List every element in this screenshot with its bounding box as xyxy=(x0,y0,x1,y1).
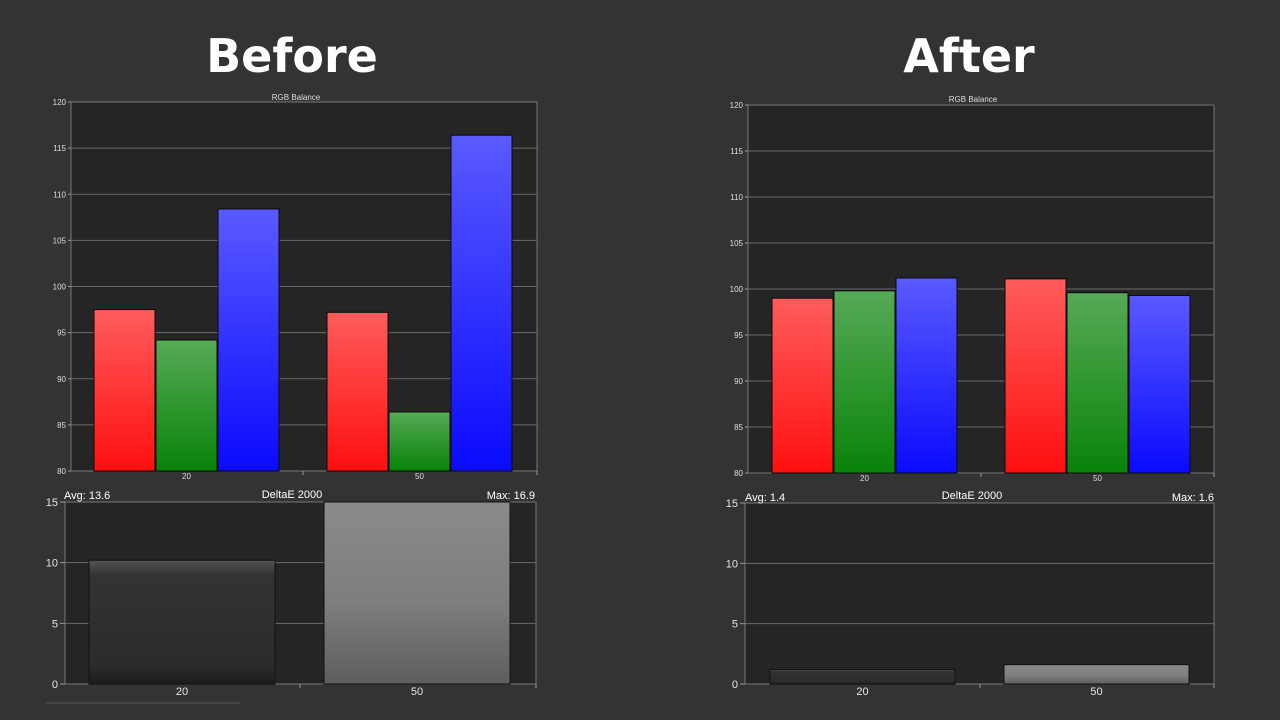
y-tick-label: 15 xyxy=(726,498,738,510)
x-tick-label: 20 xyxy=(176,686,188,698)
y-tick-label: 5 xyxy=(732,619,738,631)
y-tick-label: 115 xyxy=(730,147,743,156)
y-tick-label: 115 xyxy=(53,144,66,153)
y-tick-label: 90 xyxy=(57,375,66,384)
avg-label: Avg: 13.6 xyxy=(64,490,110,502)
blue-bar xyxy=(217,208,280,472)
delta-bar xyxy=(88,559,276,685)
delta-bar xyxy=(1003,664,1190,685)
y-tick-label: 0 xyxy=(52,679,58,691)
red-bar xyxy=(771,297,834,474)
plot-area xyxy=(744,502,1215,685)
x-tick-label: 50 xyxy=(1093,474,1102,483)
after-delta-chart: Avg: 1.4 DeltaE 2000 Max: 1.6 0 5 10 15 20 50 xyxy=(726,490,1215,698)
y-tick-label: 110 xyxy=(730,193,743,202)
chart-title: RGB Balance xyxy=(272,93,321,102)
max-label: Max: 16.9 xyxy=(487,490,535,502)
y-tick-label: 5 xyxy=(52,618,58,630)
y-tick-label: 15 xyxy=(46,497,58,509)
red-bar xyxy=(1004,278,1067,474)
y-tick-label: 110 xyxy=(53,190,66,199)
x-tick-label: 50 xyxy=(1090,686,1102,698)
blue-bar xyxy=(450,134,513,472)
y-tick-label: 95 xyxy=(57,329,66,338)
green-bar xyxy=(833,290,896,474)
before-heading: Before xyxy=(206,29,378,83)
y-tick-label: 90 xyxy=(734,377,743,386)
y-tick-label: 0 xyxy=(732,679,738,691)
delta-bar xyxy=(769,669,956,685)
blue-bar xyxy=(895,277,958,474)
y-tick-label: 10 xyxy=(46,558,58,570)
blue-bar xyxy=(1128,294,1191,474)
x-tick-label: 20 xyxy=(182,472,191,481)
before-rgb-chart: RGB Balance 80 85 90 95 100 105 110 115 120 20 50 xyxy=(53,93,538,481)
after-heading: After xyxy=(903,29,1035,83)
y-tick-label: 85 xyxy=(57,421,66,430)
y-tick-label: 85 xyxy=(734,423,743,432)
y-tick-label: 120 xyxy=(730,101,744,110)
y-tick-label: 120 xyxy=(53,98,67,107)
x-tick-label: 50 xyxy=(415,472,424,481)
green-bar xyxy=(1066,292,1129,474)
red-bar xyxy=(326,311,389,472)
y-tick-label: 95 xyxy=(734,331,743,340)
red-bar xyxy=(93,309,156,472)
delta-title: DeltaE 2000 xyxy=(262,489,323,501)
green-bar xyxy=(155,339,218,472)
y-tick-label: 105 xyxy=(53,236,67,245)
y-tick-label: 100 xyxy=(730,285,744,294)
delta-title: DeltaE 2000 xyxy=(942,490,1003,502)
y-tick-label: 80 xyxy=(57,467,66,476)
green-bar xyxy=(388,411,451,472)
x-tick-label: 20 xyxy=(860,474,869,483)
chart-title: RGB Balance xyxy=(949,95,998,104)
y-tick-label: 80 xyxy=(734,469,743,478)
after-rgb-chart: RGB Balance 80 85 90 95 100 105 110 115 120 20 50 xyxy=(730,95,1215,483)
y-tick-label: 105 xyxy=(730,239,744,248)
x-tick-label: 50 xyxy=(411,686,423,698)
x-tick-label: 20 xyxy=(856,686,868,698)
before-delta-chart: Avg: 13.6 DeltaE 2000 Max: 16.9 0 5 10 15 20… xyxy=(46,489,537,698)
y-tick-label: 10 xyxy=(726,558,738,570)
avg-label: Avg: 1.4 xyxy=(745,492,785,504)
max-label: Max: 1.6 xyxy=(1172,492,1214,504)
y-tick-label: 100 xyxy=(53,283,67,292)
delta-bar xyxy=(323,501,511,685)
